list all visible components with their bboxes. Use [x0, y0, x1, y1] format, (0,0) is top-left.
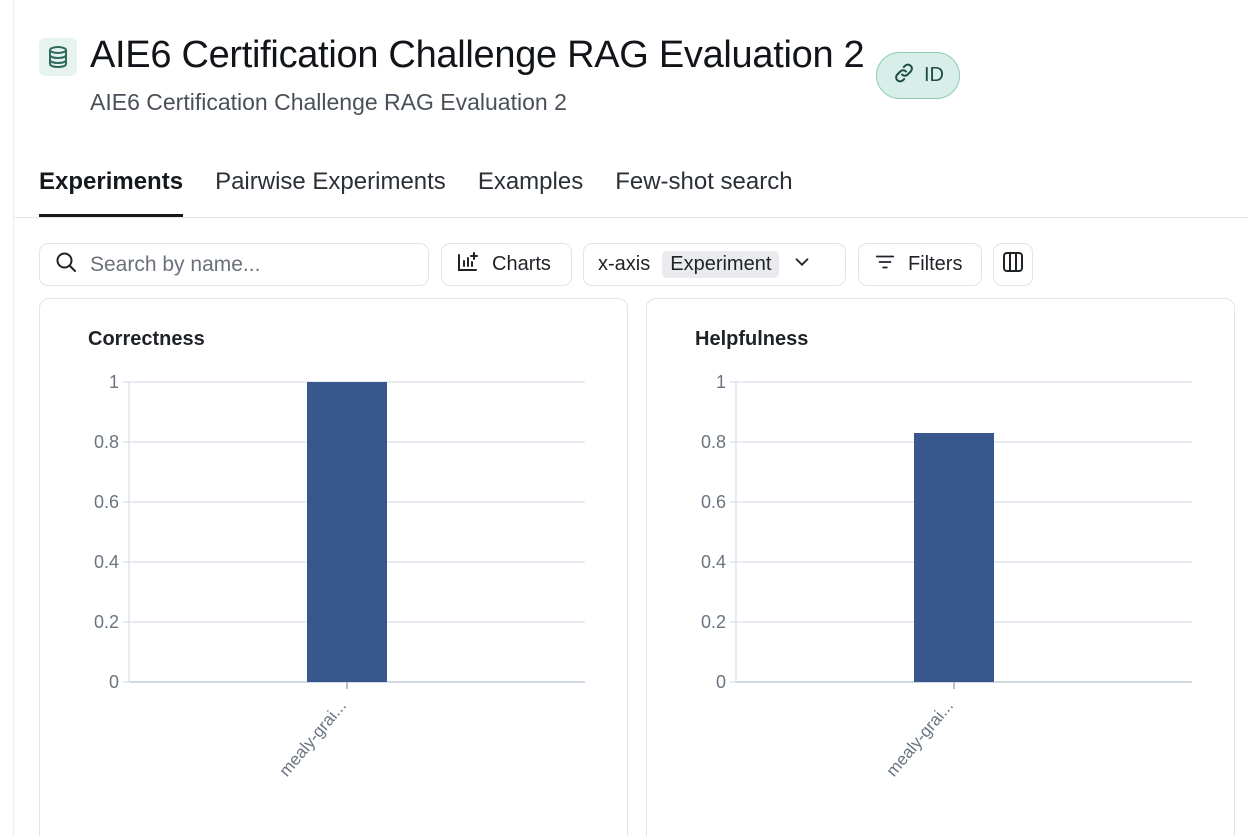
y-tick-label: 0.4 [701, 552, 726, 572]
helpfulness-bar-chart: 0 0.2 0.4 0.6 0.8 1 mealy-grai... [701, 372, 1192, 780]
id-badge-label: ID [924, 64, 944, 86]
y-tick-label: 1 [716, 372, 726, 392]
tab-few-shot-search[interactable]: Few-shot search [615, 168, 793, 195]
y-tick-label: 0 [716, 672, 726, 692]
tab-examples[interactable]: Examples [477, 168, 584, 195]
tabs-divider [13, 217, 1248, 218]
y-tick-label: 0.4 [94, 552, 119, 572]
y-tick-label: 1 [109, 372, 119, 392]
search-box [39, 243, 429, 286]
x-axis-value: Experiment [662, 251, 780, 278]
left-border [13, 0, 14, 836]
charts-label: Charts [492, 253, 551, 275]
chart-title: Helpfulness [695, 328, 809, 350]
filters-label: Filters [908, 253, 963, 275]
y-tick-label: 0.8 [94, 432, 119, 452]
y-tick-label: 0 [109, 672, 119, 692]
chart-card-helpfulness: Helpfulness 0 0.2 0.4 0.6 0.8 1 mealy-grai... [646, 298, 1235, 836]
tab-pairwise-experiments[interactable]: Pairwise Experiments [215, 168, 446, 195]
search-icon [54, 250, 78, 280]
y-tick-label: 0.6 [94, 492, 119, 512]
link-icon [892, 61, 916, 91]
columns-button[interactable] [993, 243, 1033, 286]
bar[interactable] [307, 382, 387, 682]
y-tick-label: 0.2 [701, 612, 726, 632]
bar[interactable] [914, 433, 994, 682]
x-tick-label: mealy-grai... [882, 696, 957, 780]
x-axis-label: x-axis [598, 253, 651, 275]
x-tick-label: mealy-grai... [275, 696, 350, 780]
tab-experiments[interactable]: Experiments [39, 156, 184, 217]
correctness-bar-chart: 0 0.2 0.4 0.6 0.8 1 mealy-grai... [94, 372, 585, 780]
chevron-down-icon [791, 251, 813, 279]
page-subtitle: AIE6 Certification Challenge RAG Evaluat… [90, 89, 567, 115]
charts-button[interactable]: Charts [441, 243, 572, 286]
filters-button[interactable]: Filters [858, 243, 982, 286]
search-input[interactable] [90, 252, 410, 277]
tab-bar: Experiments Pairwise Experiments Example… [39, 156, 793, 218]
columns-icon [1001, 250, 1025, 280]
copy-id-button[interactable]: ID [876, 52, 960, 99]
page-title: AIE6 Certification Challenge RAG Evaluat… [90, 34, 865, 76]
x-axis-select[interactable]: x-axis Experiment [583, 243, 846, 286]
y-tick-label: 0.8 [701, 432, 726, 452]
y-tick-label: 0.6 [701, 492, 726, 512]
filter-icon [874, 251, 896, 279]
chart-card-correctness: Correctness 0 0.2 0.4 0.6 0.8 1 mealy-grai... [39, 298, 628, 836]
y-tick-label: 0.2 [94, 612, 119, 632]
chart-add-icon [456, 250, 480, 280]
database-icon [39, 38, 77, 76]
chart-title: Correctness [88, 328, 205, 350]
